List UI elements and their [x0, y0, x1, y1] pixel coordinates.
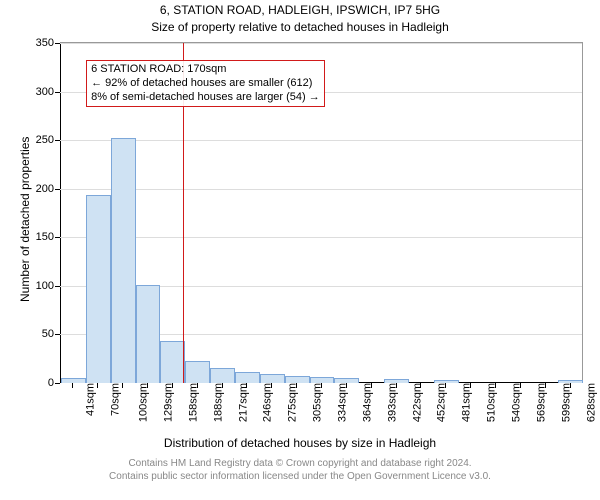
x-tick-label: 100sqm: [134, 383, 150, 422]
x-tick: [445, 383, 446, 388]
x-tick: [396, 383, 397, 388]
x-tick-label: 599sqm: [556, 383, 572, 422]
x-tick: [97, 383, 98, 388]
y-tick-label: 50: [42, 328, 60, 340]
x-tick: [570, 383, 571, 388]
bar: [111, 138, 136, 383]
x-tick: [520, 383, 521, 388]
x-tick: [222, 383, 223, 388]
x-tick: [271, 383, 272, 388]
footer-note: Contains HM Land Registry data © Crown c…: [0, 458, 600, 483]
x-tick: [122, 383, 123, 388]
x-axis-label: Distribution of detached houses by size …: [0, 436, 600, 450]
x-tick-label: 481sqm: [457, 383, 473, 422]
bar: [210, 368, 235, 383]
y-tick-label: 150: [36, 231, 60, 243]
x-tick-label: 246sqm: [258, 383, 274, 422]
x-tick-label: 188sqm: [208, 383, 224, 422]
x-tick-label: 422sqm: [407, 383, 423, 422]
x-tick: [172, 383, 173, 388]
x-tick-label: 540sqm: [507, 383, 523, 422]
x-tick: [72, 383, 73, 388]
bar: [285, 376, 310, 383]
x-tick: [147, 383, 148, 388]
x-tick-label: 305sqm: [308, 383, 324, 422]
bar: [235, 372, 260, 383]
grid-line: [60, 140, 582, 141]
x-tick-label: 217sqm: [233, 383, 249, 422]
y-tick-label: 250: [36, 134, 60, 146]
x-tick: [420, 383, 421, 388]
x-tick-label: 393sqm: [382, 383, 398, 422]
bar: [260, 374, 285, 383]
grid-line: [60, 237, 582, 238]
grid-line: [60, 189, 582, 190]
x-tick-label: 158sqm: [183, 383, 199, 422]
y-tick-label: 300: [36, 86, 60, 98]
y-axis-line: [60, 43, 61, 383]
x-tick-label: 70sqm: [106, 383, 122, 416]
x-tick: [246, 383, 247, 388]
x-tick-label: 41sqm: [81, 383, 97, 416]
x-tick-label: 569sqm: [531, 383, 547, 422]
x-tick-label: 510sqm: [482, 383, 498, 422]
page-title: 6, STATION ROAD, HADLEIGH, IPSWICH, IP7 …: [0, 3, 600, 17]
x-tick-label: 275sqm: [283, 383, 299, 422]
chart-subtitle: Size of property relative to detached ho…: [0, 20, 600, 34]
x-tick-label: 129sqm: [159, 383, 175, 422]
x-tick-label: 452sqm: [432, 383, 448, 422]
x-tick: [346, 383, 347, 388]
figure: 6, STATION ROAD, HADLEIGH, IPSWICH, IP7 …: [0, 0, 600, 500]
y-tick-label: 350: [36, 37, 60, 49]
annotation-line: 6 STATION ROAD: 170sqm: [91, 63, 320, 77]
footer-line-2: Contains public sector information licen…: [0, 471, 600, 484]
x-tick: [545, 383, 546, 388]
bar: [185, 361, 210, 383]
x-tick: [371, 383, 372, 388]
x-tick: [470, 383, 471, 388]
x-tick-label: 628sqm: [581, 383, 597, 422]
y-tick-label: 0: [48, 377, 60, 389]
x-tick: [296, 383, 297, 388]
chart-plot-area: 05010015020025030035041sqm70sqm100sqm129…: [60, 42, 583, 383]
x-tick-label: 334sqm: [333, 383, 349, 422]
y-tick-label: 200: [36, 183, 60, 195]
x-tick-label: 364sqm: [357, 383, 373, 422]
x-tick: [197, 383, 198, 388]
y-axis-label: Number of detached properties: [18, 137, 32, 302]
x-tick: [495, 383, 496, 388]
grid-line: [60, 43, 582, 44]
annotation-box: 6 STATION ROAD: 170sqm← 92% of detached …: [86, 60, 325, 107]
bar: [334, 378, 359, 383]
bar: [86, 195, 111, 383]
annotation-line: ← 92% of detached houses are smaller (61…: [91, 77, 320, 91]
bar: [136, 285, 161, 383]
footer-line-1: Contains HM Land Registry data © Crown c…: [0, 458, 600, 471]
x-tick: [321, 383, 322, 388]
bar: [160, 341, 185, 383]
annotation-line: 8% of semi-detached houses are larger (5…: [91, 91, 320, 105]
y-tick-label: 100: [36, 280, 60, 292]
